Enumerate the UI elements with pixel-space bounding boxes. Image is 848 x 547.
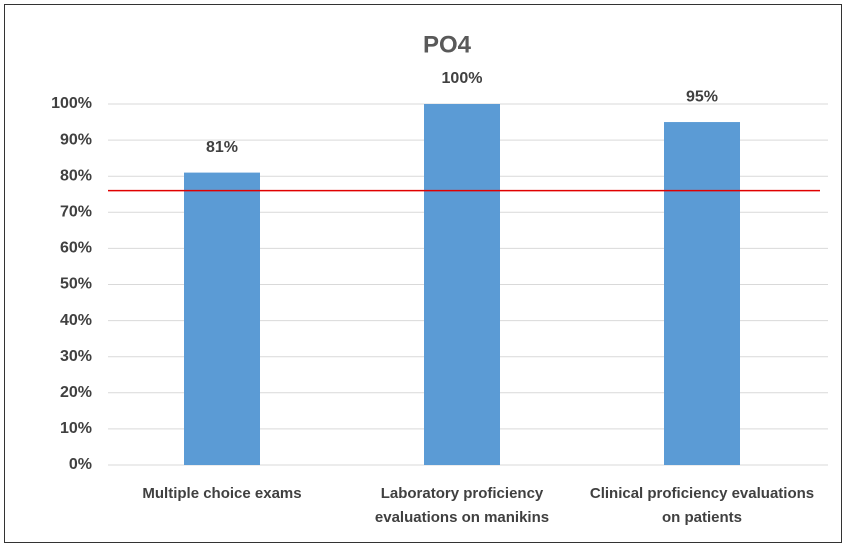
data-label: 100% <box>442 70 483 87</box>
bar <box>424 104 500 465</box>
y-tick-label: 100% <box>51 95 92 112</box>
y-tick-label: 50% <box>60 276 92 293</box>
bar <box>664 122 740 466</box>
bar <box>184 172 260 465</box>
x-tick-label: Laboratory proficiency evaluations on ma… <box>374 485 550 526</box>
x-tick-label: Clinical proficiency evaluations on pati… <box>589 485 815 526</box>
y-tick-label: 90% <box>60 131 92 148</box>
y-tick-label: 40% <box>60 312 92 329</box>
data-label: 95% <box>686 88 718 105</box>
y-tick-label: 20% <box>60 384 92 401</box>
y-tick-label: 30% <box>60 348 92 365</box>
y-tick-label: 60% <box>60 240 92 257</box>
y-tick-label: 10% <box>60 420 92 437</box>
y-tick-label: 80% <box>60 167 92 184</box>
x-tick-label: Multiple choice exams <box>142 485 302 502</box>
y-tick-label: 70% <box>60 204 92 221</box>
data-label: 81% <box>206 139 238 156</box>
chart-title: PO4 <box>423 31 472 58</box>
y-tick-label: 0% <box>69 456 92 473</box>
chart-border <box>4 4 842 543</box>
